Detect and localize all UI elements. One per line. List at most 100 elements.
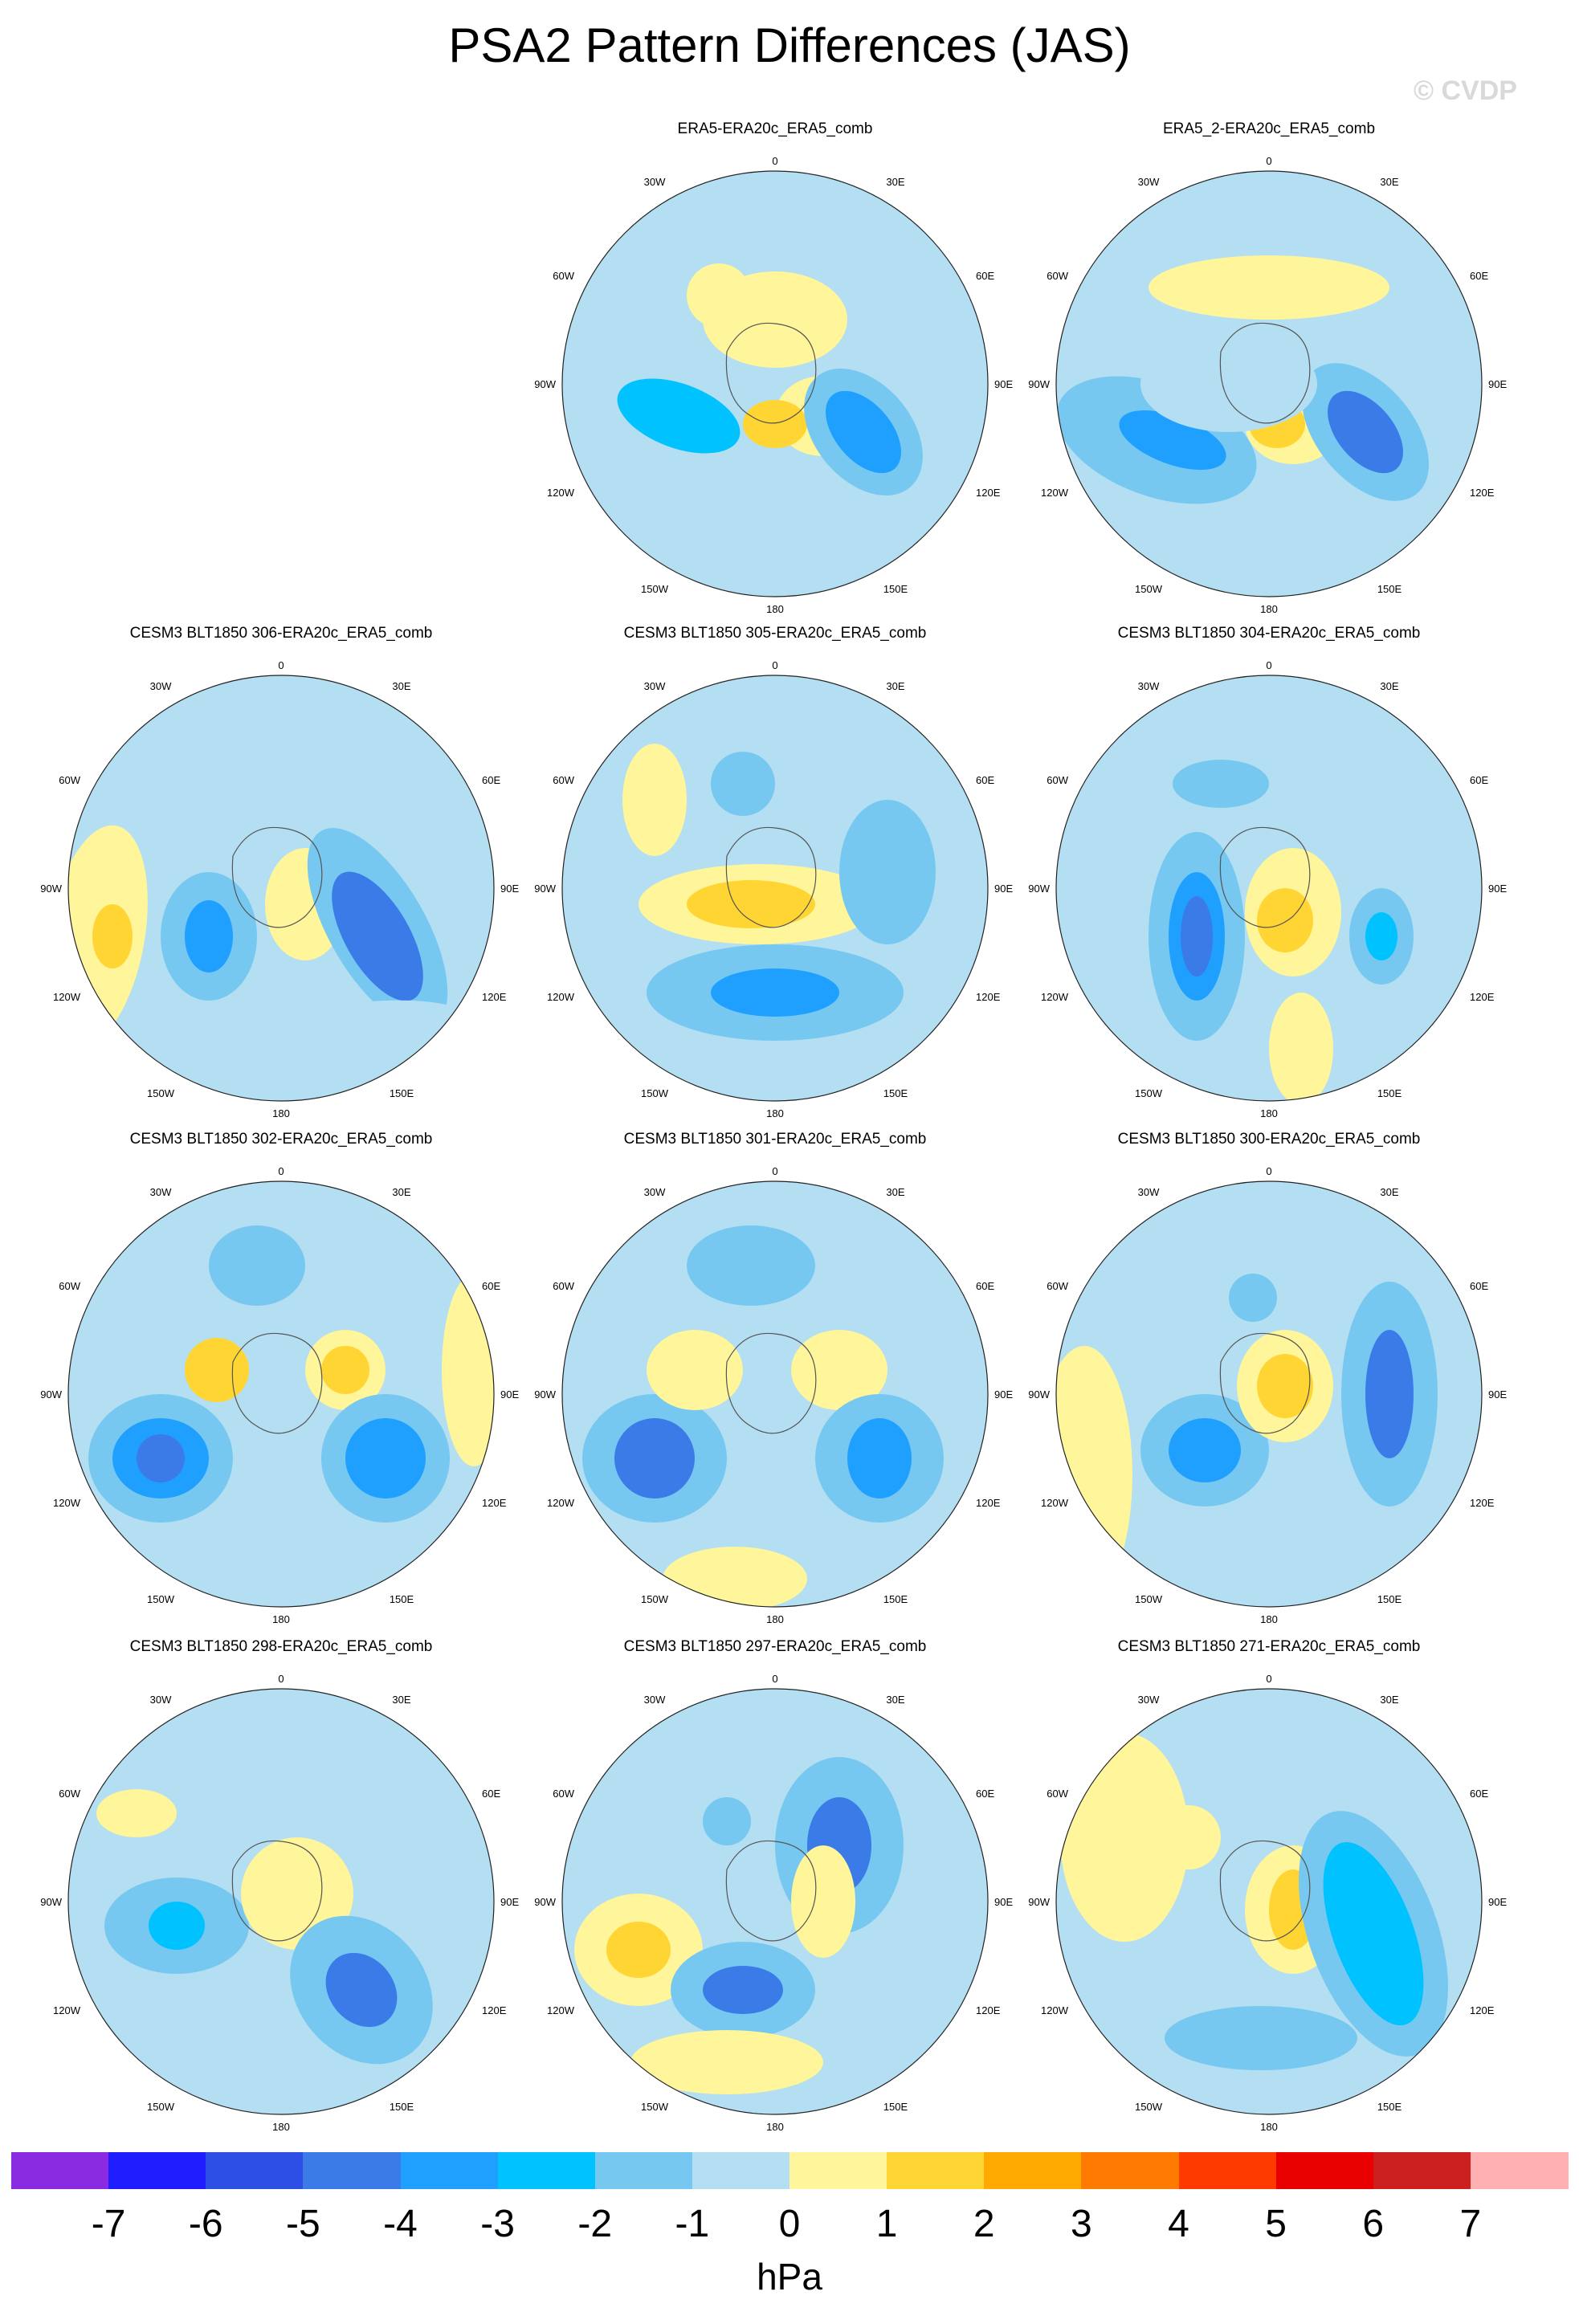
longitude-label: 150W bbox=[147, 2101, 175, 2113]
longitude-label: 60W bbox=[59, 1280, 80, 1292]
longitude-label: 30W bbox=[1138, 680, 1160, 692]
longitude-label: 120W bbox=[1041, 487, 1069, 499]
contour-region bbox=[1365, 1330, 1414, 1458]
colorbar-swatch bbox=[303, 2152, 401, 2189]
contour-region bbox=[321, 1346, 369, 1394]
longitude-label: 120W bbox=[1041, 1497, 1069, 1509]
longitude-label: 150E bbox=[390, 1087, 414, 1099]
map-panel: CESM3 BLT1850 306-ERA20c_ERA5_comb 0 180 90… bbox=[28, 625, 534, 1123]
longitude-label: 30E bbox=[886, 176, 904, 188]
longitude-label: 180 bbox=[766, 2121, 784, 2133]
colorbar-swatch bbox=[984, 2152, 1082, 2189]
colorbar-tick-label: 3 bbox=[1071, 2203, 1092, 2245]
map-panel: CESM3 BLT1850 271-ERA20c_ERA5_comb 0 180 90… bbox=[1016, 1638, 1522, 2136]
longitude-label: 150W bbox=[1135, 1593, 1163, 1605]
longitude-label: 0 bbox=[772, 659, 777, 671]
longitude-label: 60E bbox=[482, 1280, 500, 1292]
longitude-label: 30W bbox=[150, 680, 172, 692]
longitude-label: 30W bbox=[150, 1186, 172, 1198]
longitude-label: 150W bbox=[641, 1087, 669, 1099]
contour-region bbox=[332, 871, 423, 1001]
polar-map: 0 180 90W 90E 30W 30E 60W 60E 120W 120E 150W 150E bbox=[40, 1673, 519, 2133]
longitude-label: 90E bbox=[1488, 1896, 1507, 1908]
contour-region bbox=[711, 752, 775, 816]
map-border bbox=[561, 170, 989, 597]
colorbar-tick-label: -3 bbox=[480, 2203, 515, 2245]
longitude-label: 90W bbox=[40, 883, 62, 895]
longitude-label: 90E bbox=[1488, 378, 1507, 390]
longitude-label: 60W bbox=[553, 1280, 574, 1292]
longitude-label: 120W bbox=[547, 2004, 575, 2016]
contour-region bbox=[1328, 390, 1403, 474]
longitude-label: 60E bbox=[482, 1788, 500, 1800]
longitude-label: 120E bbox=[976, 1497, 1001, 1509]
longitude-label: 150W bbox=[147, 1593, 175, 1605]
map-panel: ERA5-ERA20c_ERA5_comb 0 180 90W 90E 30W 30E 60W… bbox=[522, 120, 1028, 618]
colorbar-swatch bbox=[497, 2152, 596, 2189]
panel-title: CESM3 BLT1850 271-ERA20c_ERA5_comb bbox=[1117, 1638, 1421, 1655]
map-border bbox=[561, 1688, 989, 2115]
longitude-label: 120E bbox=[976, 991, 1001, 1003]
contour-region bbox=[687, 880, 815, 928]
longitude-label: 120E bbox=[976, 2004, 1001, 2016]
longitude-label: 60W bbox=[1047, 270, 1068, 282]
antarctica-coastline bbox=[231, 826, 323, 928]
polar-map: 0 180 90W 90E 30W 30E 60W 60E 120W 120E 150W 150E bbox=[40, 1165, 519, 1625]
map-panel: CESM3 BLT1850 304-ERA20c_ERA5_comb 0 180 90… bbox=[1016, 625, 1522, 1123]
contour-region bbox=[606, 1922, 671, 1978]
map-border bbox=[67, 1180, 495, 1608]
longitude-label: 0 bbox=[278, 1165, 284, 1177]
longitude-label: 180 bbox=[766, 1107, 784, 1119]
longitude-label: 60E bbox=[976, 1788, 994, 1800]
polar-map: 0 180 90W 90E 30W 30E 60W 60E 120W 120E 150W 150E bbox=[1028, 1673, 1507, 2133]
longitude-label: 150W bbox=[641, 583, 669, 595]
longitude-label: 150W bbox=[1135, 1087, 1163, 1099]
longitude-label: 150E bbox=[1377, 1087, 1402, 1099]
contour-region bbox=[826, 390, 901, 474]
map-panel: CESM3 BLT1850 305-ERA20c_ERA5_comb 0 180 90… bbox=[522, 625, 1028, 1123]
contour-region bbox=[345, 1418, 426, 1498]
colorbar-tick-label: 5 bbox=[1265, 2203, 1287, 2245]
contour-region bbox=[647, 1330, 743, 1410]
contour-region bbox=[209, 1225, 305, 1306]
longitude-label: 120E bbox=[976, 487, 1001, 499]
contour-region bbox=[185, 900, 233, 972]
map-panel: CESM3 BLT1850 298-ERA20c_ERA5_comb 0 180 90… bbox=[28, 1638, 534, 2136]
longitude-label: 30W bbox=[644, 1186, 666, 1198]
contour-region bbox=[137, 1434, 185, 1482]
contour-region bbox=[154, 1000, 472, 1098]
polar-map: 0 180 90W 90E 30W 30E 60W 60E 120W 120E 150W 150E bbox=[1028, 1165, 1507, 1625]
contour-region bbox=[663, 1547, 807, 1607]
longitude-label: 0 bbox=[1266, 1673, 1271, 1685]
longitude-label: 0 bbox=[1266, 155, 1271, 167]
longitude-label: 150W bbox=[1135, 2101, 1163, 2113]
longitude-label: 60E bbox=[482, 774, 500, 786]
longitude-label: 120E bbox=[482, 2004, 507, 2016]
longitude-label: 150E bbox=[883, 1087, 908, 1099]
longitude-label: 90W bbox=[40, 1896, 62, 1908]
longitude-label: 30E bbox=[392, 680, 410, 692]
contour-region bbox=[614, 1418, 695, 1498]
antarctica-coastline bbox=[725, 1332, 817, 1434]
contour-region bbox=[92, 904, 133, 968]
longitude-label: 60E bbox=[1470, 270, 1488, 282]
map-border bbox=[1055, 1180, 1483, 1608]
longitude-label: 180 bbox=[1260, 1107, 1278, 1119]
longitude-label: 150W bbox=[641, 2101, 669, 2113]
longitude-label: 30W bbox=[644, 176, 666, 188]
longitude-label: 30E bbox=[1380, 1694, 1398, 1706]
longitude-label: 90W bbox=[534, 1388, 556, 1401]
antarctica-coastline bbox=[1219, 826, 1311, 928]
longitude-label: 30E bbox=[1380, 1186, 1398, 1198]
contour-region bbox=[617, 378, 741, 454]
longitude-label: 120W bbox=[547, 487, 575, 499]
longitude-label: 90E bbox=[994, 1388, 1013, 1401]
contour-region bbox=[1149, 255, 1389, 320]
longitude-label: 150W bbox=[147, 1087, 175, 1099]
map-border bbox=[1055, 170, 1483, 597]
longitude-label: 30E bbox=[1380, 176, 1398, 188]
colorbar-swatch bbox=[594, 2152, 693, 2189]
antarctica-coastline bbox=[725, 322, 817, 424]
longitude-label: 0 bbox=[278, 659, 284, 671]
colorbar-swatch bbox=[1081, 2152, 1179, 2189]
